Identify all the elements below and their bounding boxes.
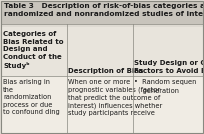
Text: Categories of
Bias Related to
Design and
Conduct of the
Studyᵇ: Categories of Bias Related to Design and… (3, 31, 64, 69)
Text: •  Random sequen
    generation: • Random sequen generation (134, 79, 196, 94)
Bar (1, 76, 203, 133)
Text: Description of Bias: Description of Bias (68, 68, 144, 74)
Text: Bias arising in
the
randomization
process or due
to confound ding: Bias arising in the randomization proces… (3, 79, 60, 115)
Bar (1, 27, 203, 76)
Text: Table 3   Description of risk-of-bias categories and study de
randomized and non: Table 3 Description of risk-of-bias cate… (4, 3, 204, 17)
Text: Study Design or Cond
Factors to Avoid Bias: Study Design or Cond Factors to Avoid Bi… (134, 60, 204, 74)
Bar (1, 1, 203, 24)
Text: When one or more
prognostic variables (factor
that predict the outcome of
intere: When one or more prognostic variables (f… (68, 79, 163, 116)
